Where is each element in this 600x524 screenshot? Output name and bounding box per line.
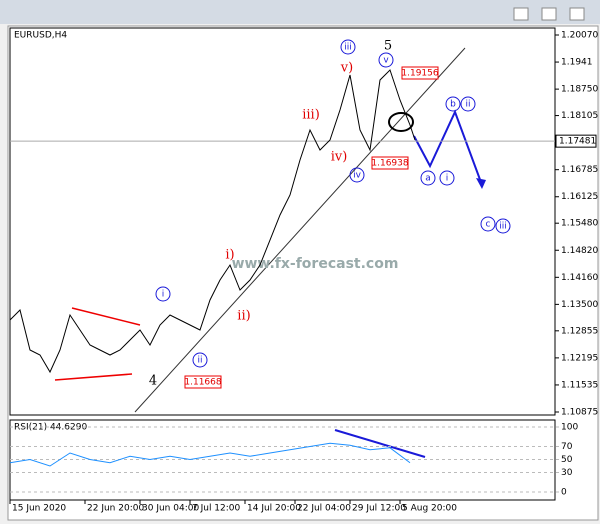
wave-circle <box>480 216 496 232</box>
wave-label: v <box>383 56 389 66</box>
watermark: www.fx-forecast.com <box>232 256 399 272</box>
y-tick-label: 1.18750 <box>561 85 598 95</box>
wave-label: iii <box>499 222 507 232</box>
wave-circle <box>460 96 476 112</box>
wave-label: i <box>162 290 165 300</box>
x-tick-label: 14 Jul 20:00 <box>247 504 301 514</box>
triangle-line <box>71 307 141 326</box>
wave-label: iii) <box>302 108 320 123</box>
triangle-line <box>54 373 133 381</box>
y-tick-label: 1.16125 <box>561 192 598 202</box>
y-tick-label: 1.13500 <box>561 300 598 310</box>
x-tick-label: 22 Jul 04:00 <box>297 504 351 514</box>
wave-circle <box>495 218 511 234</box>
highlight-circle <box>388 112 414 132</box>
x-tick-label: 22 Jun 20:00 <box>87 504 144 514</box>
chart-title: EURUSD,H4 <box>14 31 67 41</box>
wave-label: i) <box>225 248 234 263</box>
price-tag-label: 1.19156 <box>401 69 438 79</box>
wave-label: 4 <box>149 374 157 389</box>
wave-label: a <box>425 174 431 184</box>
wave-circle <box>378 52 394 68</box>
rsi-divergence-line <box>334 429 426 458</box>
price-tag <box>184 375 222 389</box>
price-line <box>9 69 416 374</box>
wave-circle <box>340 39 356 55</box>
wave-label: b <box>450 100 456 110</box>
y-tick-label: 1.20070 <box>561 31 598 41</box>
x-tick-label: 29 Jul 12:00 <box>352 504 406 514</box>
price-panel <box>9 27 556 416</box>
x-tick-label: 30 Jun 04:00 <box>142 504 199 514</box>
maximize-button[interactable] <box>541 7 557 21</box>
price-tag-label: 1.16938 <box>371 159 408 169</box>
wave-label: 5 <box>384 39 392 54</box>
rsi-tick-label: 50 <box>561 455 573 465</box>
wave-label: iv) <box>331 150 348 165</box>
y-tick-label: 1.12195 <box>561 353 598 363</box>
y-tick-label: 1.15480 <box>561 219 598 229</box>
wave-label: c <box>486 220 491 230</box>
y-tick-label: 1.12855 <box>561 326 598 336</box>
y-tick-label: 1.11535 <box>561 380 598 390</box>
wave-label: iii <box>344 43 352 53</box>
y-tick-label: 1.18105 <box>561 111 598 121</box>
rsi-tick-label: 30 <box>561 468 573 478</box>
y-tick-label: 1.10875 <box>561 408 598 418</box>
wave-circles <box>155 39 511 368</box>
rsi-line <box>9 442 411 467</box>
wave-label: iv <box>353 171 362 181</box>
projection-arrow <box>476 178 486 189</box>
wave-circle <box>445 96 461 112</box>
y-tick-label: 1.16785 <box>561 165 598 175</box>
chart-area <box>7 25 599 521</box>
window-titlebar <box>0 0 600 24</box>
x-tick-label: 5 Aug 20:00 <box>402 504 457 514</box>
price-tag-label: 1.11668 <box>184 378 221 388</box>
wave-label: v) <box>340 61 353 76</box>
wave-circle <box>192 352 208 368</box>
wave-circle <box>439 170 455 186</box>
price-tag <box>401 66 439 80</box>
minimize-button[interactable] <box>513 7 529 21</box>
projection-path <box>413 109 483 186</box>
wave-circle <box>349 167 365 183</box>
wave-label: i <box>446 174 449 184</box>
current-price-label: 1.17481 <box>559 137 596 147</box>
rsi-tick-label: 100 <box>561 423 578 433</box>
y-tick-label: 1.1941 <box>561 58 593 68</box>
current-price-box <box>555 134 597 148</box>
indicator-title: RSI(21) 44.6290 <box>14 423 87 433</box>
trend-line <box>134 47 466 413</box>
y-tick-label: 1.14820 <box>561 246 598 256</box>
wave-label: ii <box>465 100 470 110</box>
x-tick-label: 7 Jul 12:00 <box>192 504 241 514</box>
wave-label: ii) <box>237 309 250 324</box>
rsi-tick-label: 70 <box>561 442 573 452</box>
wave-label: ii <box>197 356 202 366</box>
price-tag <box>371 156 409 170</box>
close-button[interactable] <box>569 7 585 21</box>
rsi-tick-label: 0 <box>561 488 567 498</box>
wave-circle <box>155 286 171 302</box>
wave-circle <box>420 170 436 186</box>
y-tick-label: 1.14160 <box>561 273 598 283</box>
x-tick-label: 15 Jun 2020 <box>12 504 66 514</box>
